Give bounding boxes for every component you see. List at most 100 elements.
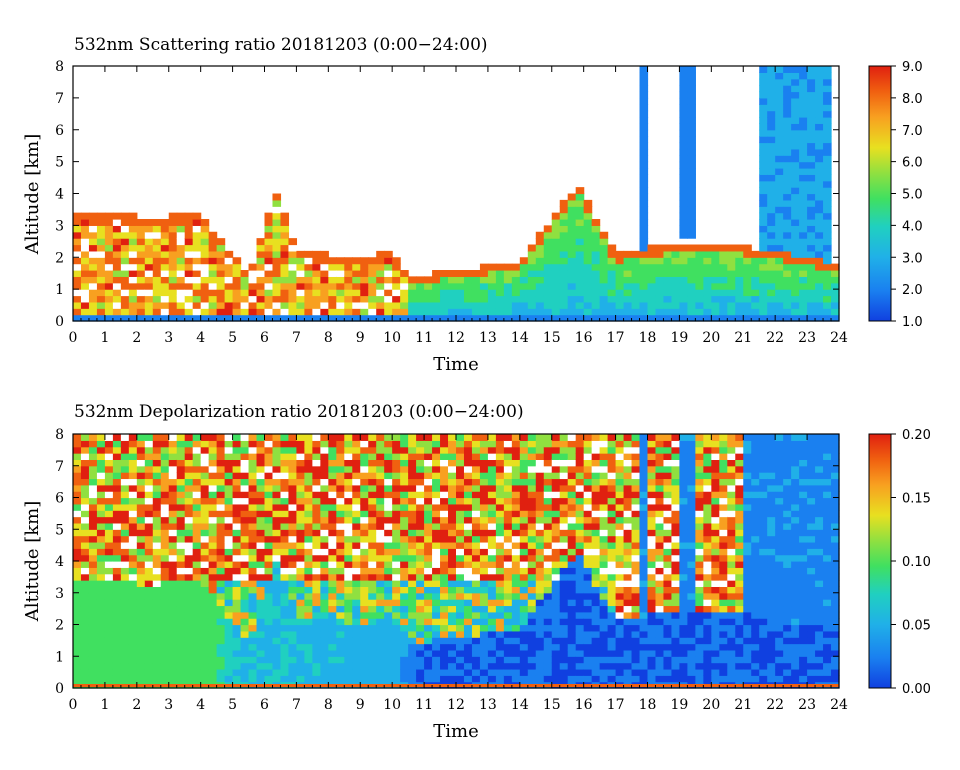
heatmap-cell — [663, 541, 673, 549]
heatmap-cell — [775, 148, 784, 156]
heatmap-cell — [440, 668, 449, 676]
heatmap-cell — [591, 282, 601, 290]
heatmap-cell — [192, 592, 202, 600]
heatmap-cell — [440, 548, 449, 556]
heatmap-cell — [687, 497, 696, 505]
heatmap-cell — [599, 478, 609, 486]
heatmap-cell — [471, 270, 481, 277]
heatmap-cell — [272, 238, 282, 246]
heatmap-cell — [96, 529, 106, 537]
heatmap-cell — [591, 238, 601, 246]
heatmap-cell — [200, 453, 210, 460]
heatmap-cell — [575, 440, 585, 448]
heatmap-cell — [416, 586, 425, 594]
heatmap-cell — [559, 548, 569, 556]
heatmap-cell — [591, 295, 601, 303]
heatmap-cell — [703, 308, 712, 316]
heatmap-cell — [567, 630, 577, 638]
heatmap-cell — [799, 193, 808, 201]
heatmap-cell — [208, 491, 218, 499]
heatmap-cell — [136, 668, 146, 676]
heatmap-cell — [176, 257, 186, 265]
heatmap-cell — [88, 465, 98, 473]
heatmap-cell — [232, 675, 242, 683]
heatmap-cell — [535, 605, 545, 613]
heatmap-cell — [775, 155, 784, 163]
heatmap-cell — [73, 516, 82, 524]
heatmap-cell — [192, 637, 202, 645]
heatmap-cell — [663, 649, 673, 657]
heatmap-cell — [783, 161, 792, 169]
heatmap-cell — [144, 244, 154, 252]
heatmap-cell — [256, 314, 266, 322]
heatmap-cell — [112, 270, 122, 277]
heatmap-cell — [432, 282, 441, 290]
heatmap-cell — [583, 637, 593, 645]
heatmap-cell — [73, 605, 82, 613]
heatmap-cell — [663, 250, 673, 258]
heatmap-cell — [280, 592, 290, 600]
heatmap-cell — [408, 276, 417, 284]
heatmap-cell — [120, 567, 130, 575]
heatmap-cell — [152, 662, 162, 670]
heatmap-cell — [208, 263, 218, 271]
heatmap-cell — [471, 618, 481, 626]
heatmap-cell — [264, 491, 274, 499]
heatmap-cell — [631, 668, 641, 676]
heatmap-cell — [567, 295, 577, 303]
heatmap-cell — [823, 78, 832, 86]
heatmap-cell — [679, 225, 688, 233]
heatmap-cell — [360, 478, 369, 486]
heatmap-cell — [128, 567, 138, 575]
heatmap-cell — [432, 561, 441, 568]
heatmap-cell — [360, 573, 369, 581]
heatmap-cell — [120, 295, 130, 303]
heatmap-cell — [687, 199, 696, 207]
heatmap-cell — [296, 497, 305, 505]
heatmap-cell — [591, 675, 601, 683]
heatmap-cell — [583, 510, 593, 518]
heatmap-cell — [471, 497, 481, 505]
heatmap-cell — [120, 472, 130, 480]
heatmap-cell — [104, 599, 114, 607]
heatmap-cell — [775, 270, 784, 277]
heatmap-cell — [687, 510, 696, 518]
heatmap-cell — [264, 440, 274, 448]
heatmap-cell — [104, 497, 114, 505]
heatmap-cell — [73, 484, 82, 492]
heatmap-cell — [775, 117, 784, 124]
heatmap-cell — [344, 541, 353, 549]
heatmap-cell — [408, 662, 417, 670]
heatmap-cell — [408, 497, 417, 505]
heatmap-cell — [336, 453, 345, 460]
heatmap-cell — [104, 219, 114, 226]
heatmap-cell — [743, 282, 752, 290]
heatmap-cell — [703, 656, 712, 664]
heatmap-cell — [719, 289, 728, 297]
heatmap-cell — [735, 314, 744, 322]
heatmap-cell — [120, 276, 130, 284]
x-ticks: 0 1 2 3 4 5 6 7 8 9 10 11 12 13 14 15 16 17 18 19 20 21 22 23 24 — [69, 66, 848, 346]
heatmap-cell — [615, 618, 625, 626]
heatmap-cell — [272, 308, 282, 316]
heatmap-cell — [80, 263, 90, 271]
heatmap-cell — [607, 535, 617, 543]
heatmap-cell — [559, 503, 569, 511]
heatmap-cell — [144, 510, 154, 518]
heatmap-cell — [448, 662, 457, 670]
heatmap-cell — [639, 668, 649, 676]
heatmap-cell — [352, 289, 361, 297]
heatmap-cell — [360, 586, 369, 594]
heatmap-cell — [471, 573, 481, 581]
heatmap-cell — [344, 257, 353, 265]
heatmap-cell — [519, 643, 529, 651]
heatmap-cell — [352, 516, 361, 524]
heatmap-cell — [160, 586, 170, 594]
heatmap-cell — [631, 478, 641, 486]
heatmap-cell — [312, 289, 321, 297]
heatmap-cell — [224, 440, 234, 448]
heatmap-cell — [575, 618, 585, 626]
heatmap-cell — [511, 491, 521, 499]
heatmap-cell — [296, 554, 305, 562]
heatmap-cell — [599, 308, 609, 316]
